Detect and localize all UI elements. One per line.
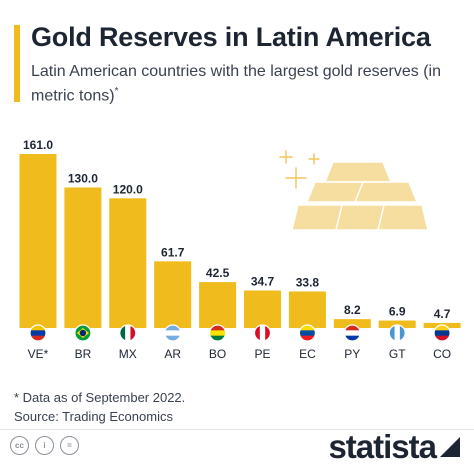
mexico-flag-icon (119, 325, 136, 341)
ecuador-flag-icon (299, 325, 316, 341)
value-label-mx: 120.0 (113, 182, 143, 196)
cc-icon[interactable]: cc (10, 436, 29, 455)
footnote-source: Source: Trading Economics (14, 409, 173, 424)
bar-gt (378, 320, 416, 328)
category-label-mx: MX (119, 347, 137, 361)
value-label-ve: 161.0 (23, 138, 53, 152)
value-label-ar: 61.7 (161, 245, 185, 259)
title-accent-bar (14, 25, 20, 102)
category-label-ec: EC (299, 347, 316, 361)
category-label-gt: GT (389, 347, 406, 361)
argentina-flag-icon (164, 325, 181, 341)
chart-title: Gold Reserves in Latin America (31, 22, 431, 52)
venezuela-flag-icon (30, 325, 46, 341)
bars-layer: 161.0 VE* 130.0 BR 120.0 MX 61.7 AR 42.5 BO 34.7 PE… (19, 138, 461, 361)
peru-flag-icon (254, 325, 271, 341)
category-label-co: CO (433, 347, 451, 361)
gold-bars-illustration (279, 150, 429, 231)
subtitle-text: Latin American countries with the larges… (31, 63, 441, 105)
footnote-data-note: * Data as of September 2022. (14, 390, 186, 405)
bar-ve (19, 154, 57, 328)
statista-logo[interactable]: statista (328, 428, 460, 466)
license-icons: cc i = (10, 436, 79, 455)
bar-ar (154, 261, 192, 328)
value-label-py: 8.2 (344, 303, 361, 317)
bar-py (333, 319, 371, 328)
bolivia-flag-icon (209, 325, 226, 341)
subtitle-footnote-marker: * (114, 86, 119, 97)
brazil-flag-icon (74, 325, 91, 341)
category-label-py: PY (344, 347, 360, 361)
bar-pe (244, 290, 281, 328)
bar-ec (288, 291, 326, 328)
category-label-ve: VE* (28, 347, 49, 361)
bar-br (64, 187, 102, 328)
footnote: * Data as of September 2022. Source: Tra… (14, 388, 185, 426)
category-label-ar: AR (164, 347, 181, 361)
category-label-bo: BO (209, 347, 226, 361)
bar-mx (109, 198, 147, 328)
bar-bo (199, 282, 237, 328)
footer-divider (0, 429, 474, 430)
category-label-br: BR (75, 347, 92, 361)
value-label-ec: 33.8 (296, 275, 320, 289)
colombia-flag-icon (434, 325, 451, 341)
value-label-gt: 6.9 (389, 305, 406, 319)
equals-icon[interactable]: = (60, 436, 79, 455)
value-label-pe: 34.7 (251, 274, 275, 288)
chart-subtitle: Latin American countries with the larges… (31, 62, 461, 106)
category-label-pe: PE (254, 347, 270, 361)
value-label-co: 4.7 (434, 307, 451, 321)
person-icon[interactable]: i (35, 436, 54, 455)
paraguay-flag-icon (344, 325, 361, 341)
value-label-bo: 42.5 (206, 266, 230, 280)
value-label-br: 130.0 (68, 172, 98, 186)
statista-mark-icon (440, 437, 460, 457)
brand-name: statista (328, 428, 437, 465)
guatemala-flag-icon (389, 325, 406, 341)
